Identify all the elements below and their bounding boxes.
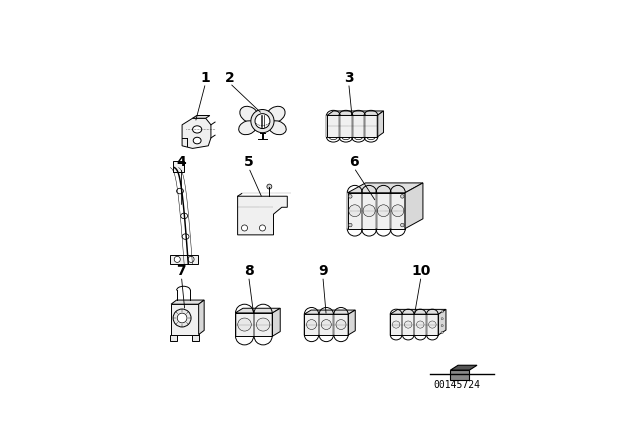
- Ellipse shape: [392, 205, 404, 217]
- Polygon shape: [377, 111, 383, 137]
- Ellipse shape: [417, 321, 424, 328]
- Polygon shape: [193, 335, 199, 341]
- Text: 4: 4: [177, 155, 186, 169]
- Polygon shape: [170, 254, 198, 264]
- Polygon shape: [304, 310, 355, 314]
- Text: 3: 3: [344, 71, 353, 85]
- Polygon shape: [348, 310, 355, 335]
- Ellipse shape: [180, 213, 188, 219]
- Text: 9: 9: [318, 264, 328, 278]
- Polygon shape: [237, 196, 287, 235]
- Polygon shape: [390, 314, 438, 335]
- Ellipse shape: [349, 205, 361, 217]
- Circle shape: [267, 184, 272, 189]
- Polygon shape: [348, 193, 405, 228]
- Circle shape: [401, 194, 404, 198]
- Circle shape: [401, 223, 404, 227]
- Ellipse shape: [240, 106, 259, 123]
- Polygon shape: [390, 310, 446, 314]
- Polygon shape: [236, 313, 273, 336]
- Circle shape: [174, 256, 180, 263]
- Ellipse shape: [336, 319, 346, 329]
- Circle shape: [259, 225, 266, 231]
- Polygon shape: [198, 300, 204, 335]
- Polygon shape: [182, 118, 211, 148]
- Ellipse shape: [363, 205, 375, 217]
- Polygon shape: [236, 308, 280, 313]
- Circle shape: [251, 109, 274, 133]
- Ellipse shape: [269, 121, 286, 135]
- Ellipse shape: [378, 205, 390, 217]
- Circle shape: [441, 310, 444, 313]
- Polygon shape: [438, 310, 446, 335]
- Polygon shape: [348, 183, 423, 193]
- Polygon shape: [171, 300, 204, 304]
- Text: 6: 6: [349, 155, 358, 169]
- Polygon shape: [327, 116, 377, 137]
- Polygon shape: [171, 304, 198, 335]
- Polygon shape: [193, 116, 210, 118]
- Polygon shape: [451, 365, 477, 370]
- Circle shape: [441, 324, 444, 327]
- Ellipse shape: [193, 137, 201, 144]
- Ellipse shape: [429, 321, 436, 328]
- Polygon shape: [327, 111, 383, 116]
- Ellipse shape: [177, 188, 184, 194]
- Text: 00145724: 00145724: [434, 380, 481, 390]
- Ellipse shape: [193, 126, 202, 133]
- Ellipse shape: [392, 321, 400, 328]
- Ellipse shape: [404, 321, 412, 328]
- Ellipse shape: [321, 319, 332, 329]
- Circle shape: [173, 309, 191, 327]
- Text: 2: 2: [225, 71, 235, 85]
- Ellipse shape: [307, 319, 317, 329]
- Circle shape: [177, 313, 187, 323]
- Polygon shape: [170, 335, 177, 341]
- Circle shape: [241, 225, 248, 231]
- Ellipse shape: [266, 106, 285, 123]
- Circle shape: [188, 256, 194, 263]
- Ellipse shape: [239, 121, 257, 135]
- Polygon shape: [173, 161, 184, 172]
- Circle shape: [349, 223, 352, 227]
- Text: 1: 1: [201, 71, 211, 85]
- Ellipse shape: [182, 234, 189, 239]
- Circle shape: [255, 114, 270, 129]
- Circle shape: [441, 332, 444, 334]
- Polygon shape: [273, 308, 280, 336]
- Text: 10: 10: [412, 264, 431, 278]
- Polygon shape: [304, 314, 348, 335]
- Polygon shape: [405, 183, 423, 228]
- Ellipse shape: [257, 318, 270, 331]
- Ellipse shape: [238, 318, 252, 331]
- Text: 8: 8: [244, 264, 253, 278]
- Circle shape: [441, 318, 444, 320]
- Text: 5: 5: [244, 155, 253, 169]
- Polygon shape: [451, 370, 469, 380]
- Circle shape: [349, 194, 352, 198]
- Text: 7: 7: [177, 264, 186, 278]
